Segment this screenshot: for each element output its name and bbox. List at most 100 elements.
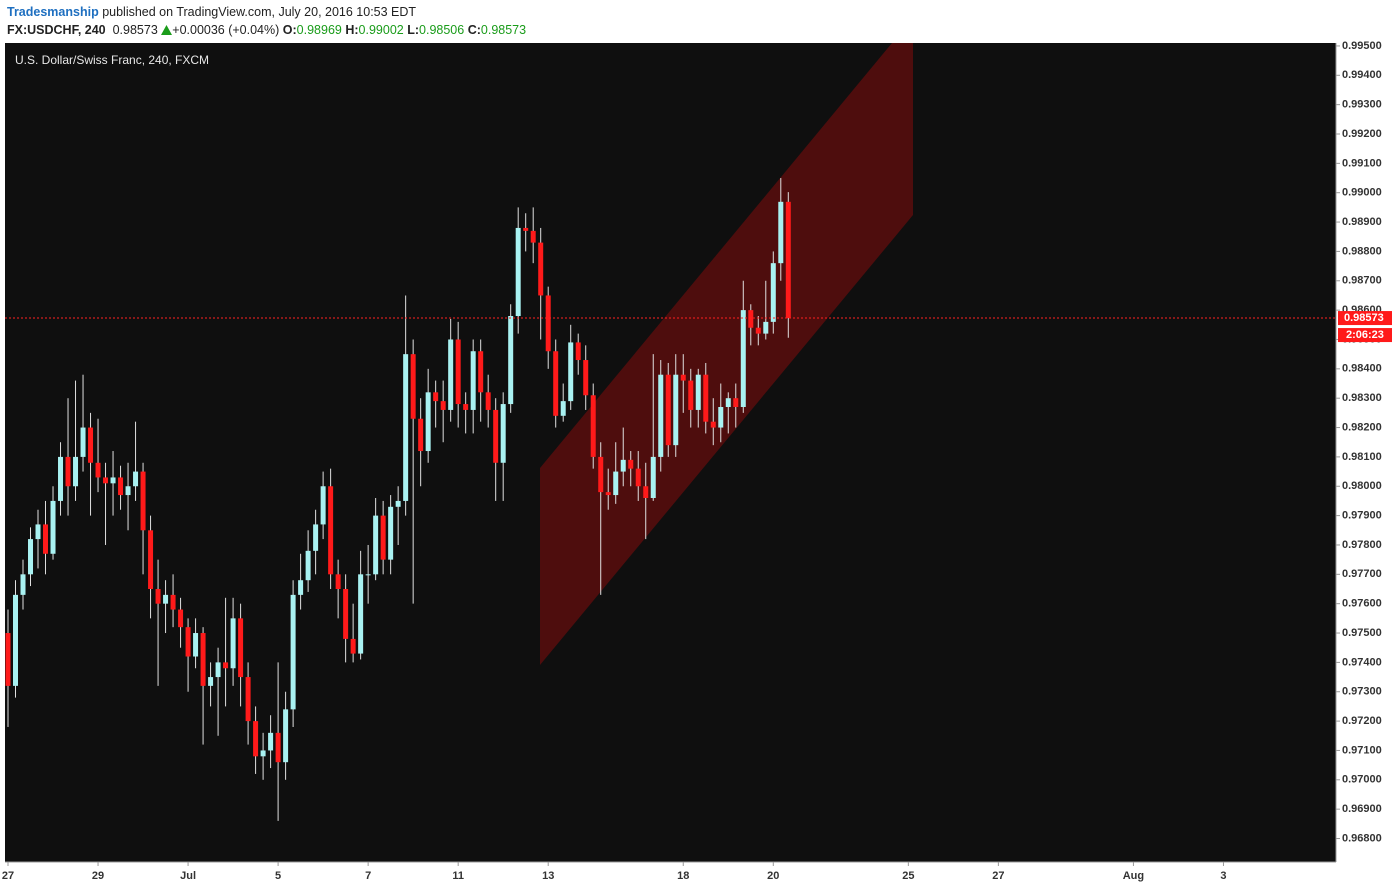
candle-body [643,486,649,498]
candle-body [778,201,784,264]
y-tick-label: 0.98900 [1342,216,1382,228]
candle-body [455,339,461,405]
y-tick-label: 0.99300 [1342,99,1382,111]
candle-body [725,398,731,407]
candle-body [695,374,701,410]
candle-body [253,721,259,757]
x-tick-label: 20 [767,870,779,882]
candle-body [125,486,131,496]
y-tick-label: 0.97100 [1342,744,1382,756]
candle-body [275,732,281,763]
candle-body [335,574,341,589]
x-tick-label: 3 [1220,870,1226,882]
candle-body [463,404,469,410]
candle-body [13,594,19,686]
candle-body [268,732,274,751]
y-tick-label: 0.99500 [1342,40,1382,52]
candle-body [155,589,161,604]
candle-body [710,421,716,428]
candle-body [688,380,694,410]
candle-body [343,589,349,639]
y-tick-label: 0.97600 [1342,598,1382,610]
candle-body [313,524,319,551]
x-tick-label: 27 [992,870,1004,882]
candle-body [575,342,581,361]
candle-body [748,310,754,328]
up-arrow [161,25,173,35]
candle-body [425,392,431,452]
candle-body [148,530,154,589]
y-tick-label: 0.98600 [1342,304,1382,316]
candle-body [5,633,11,686]
candle-body [95,462,101,478]
candle-body [358,574,364,654]
candle-body [395,500,401,507]
candle-body [440,401,446,410]
candle-body [568,342,574,402]
candles [5,178,791,821]
candle-body [380,515,386,560]
field-label: O: [282,23,297,37]
candle-body [88,427,94,463]
candle-body [305,550,311,581]
candle-body [208,677,214,686]
symbol: FX:USDCHF, 240 [7,23,106,37]
candle-body [73,456,79,487]
y-tick-label: 0.98700 [1342,275,1382,287]
candle-body [530,230,536,243]
y-tick-label: 0.97500 [1342,627,1382,639]
last-price-label: 0.98573 [1344,312,1384,324]
candle-body [770,263,776,322]
candle-body [230,618,236,669]
ohlc: O:0.98969 H:0.99002 L:0.98506 C:0.98573 [283,23,526,37]
candle-body [718,407,724,428]
header: Tradesmanship published on TradingView.c… [7,3,526,39]
candle-body [223,662,229,669]
candle-body [388,506,394,560]
candle-body [238,618,244,678]
field-label: L: [407,23,420,37]
y-tick-label: 0.97000 [1342,774,1382,786]
candle-body [650,456,656,498]
header-line-1: Tradesmanship published on TradingView.c… [7,3,526,21]
candle-body [500,404,506,463]
candle-body [763,321,769,334]
candle-body [673,374,679,446]
y-tick-label: 0.99000 [1342,187,1382,199]
candle-body [598,456,604,493]
candle-body [80,427,86,457]
candle-body [605,492,611,496]
field-value: 0.98969 [296,23,342,37]
candle-body [665,374,671,446]
x-tick-label: 5 [275,870,281,882]
candle-body [448,339,454,410]
candle-body [365,574,371,576]
x-tick-label: 25 [902,870,914,882]
candle-body [433,392,439,402]
y-tick-label: 0.97800 [1342,539,1382,551]
field-label: H: [345,23,359,37]
candle-body [215,662,221,678]
candle-body [103,477,109,484]
candle-body [755,327,761,334]
y-tick-label: 0.99200 [1342,128,1382,140]
candle-body [28,539,34,575]
y-tick-label: 0.96800 [1342,832,1382,844]
y-tick-label: 0.99100 [1342,157,1382,169]
field-value: 0.99002 [358,23,404,37]
candle-body [403,354,409,501]
plot-area [5,43,1336,862]
candle-body [320,486,326,525]
field-value: 0.98573 [480,23,527,37]
candle-body [703,374,709,422]
candle-body [193,633,199,657]
candle-body [590,395,596,457]
candle-body [785,201,791,319]
candle-body [178,609,184,628]
candle-body [493,409,499,463]
y-tick-label: 0.97900 [1342,510,1382,522]
y-tick-label: 0.98400 [1342,363,1382,375]
candle-body [185,627,191,657]
